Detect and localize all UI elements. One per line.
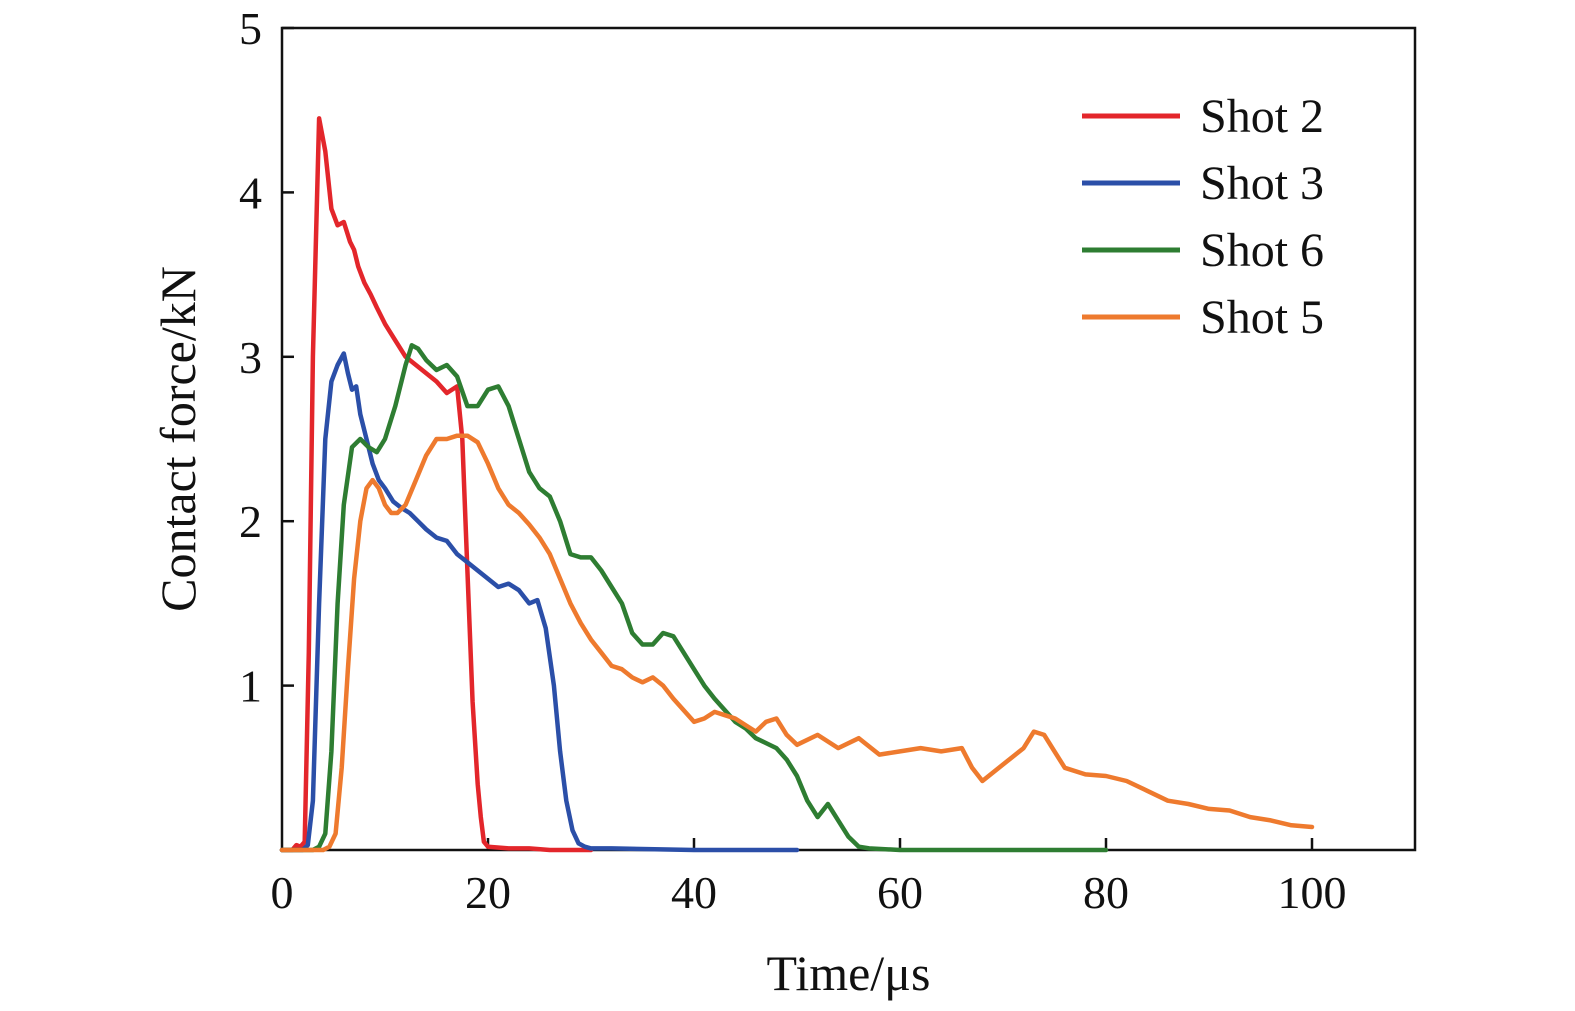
- legend: Shot 2 Shot 3 Shot 6 Shot 5: [1082, 90, 1324, 344]
- plot-frame: [280, 26, 1417, 852]
- series-line-shot-5: [279, 433, 1315, 853]
- series-line-shot-6: [279, 343, 1109, 853]
- x-tick-label: 20: [465, 867, 511, 918]
- series-line-shot-3: [279, 351, 800, 853]
- y-axis-label: Contact force/kN: [150, 266, 206, 612]
- y-tick-label: 3: [239, 332, 262, 383]
- x-tick-label: 80: [1083, 867, 1129, 918]
- series-line-shot-2: [279, 116, 594, 853]
- x-tick-label: 60: [877, 867, 923, 918]
- x-tick-label: 0: [271, 867, 294, 918]
- y-tick-label: 5: [239, 3, 262, 54]
- legend-label: Shot 6: [1200, 224, 1324, 277]
- legend-label: Shot 3: [1200, 157, 1324, 210]
- y-tick-label: 4: [239, 167, 262, 218]
- y-tick-label: 1: [239, 661, 262, 712]
- x-axis-label: Time/μs: [767, 945, 931, 1001]
- x-tick-label: 100: [1278, 867, 1347, 918]
- legend-label: Shot 5: [1200, 291, 1324, 344]
- ticks-layer: 0 20 40 60 80 100 1 2 3 4 5: [239, 3, 1347, 918]
- legend-label: Shot 2: [1200, 90, 1324, 143]
- y-tick-label: 2: [239, 496, 262, 547]
- series-layer: [279, 116, 1315, 853]
- x-tick-label: 40: [671, 867, 717, 918]
